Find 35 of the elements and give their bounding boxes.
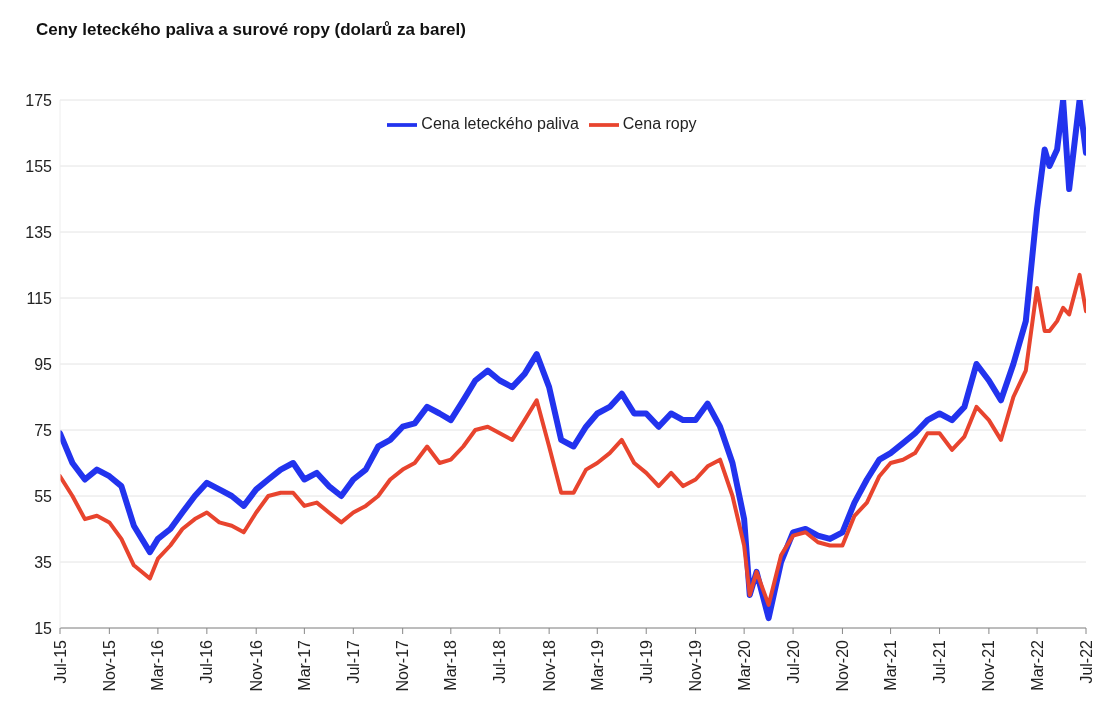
- y-tick-label: 75: [34, 421, 53, 439]
- x-tick-label: Mar-21: [882, 639, 900, 691]
- x-tick-label: Mar-22: [1028, 639, 1046, 691]
- x-tick-label: Jul-20: [784, 639, 802, 684]
- y-tick-label: 55: [34, 487, 53, 505]
- x-tick-label: Mar-17: [295, 639, 313, 691]
- x-tick-label: Nov-16: [247, 639, 265, 692]
- x-tick-label: Mar-20: [735, 639, 753, 691]
- line-series: [60, 272, 1086, 607]
- x-tick-label: Jul-21: [931, 639, 949, 684]
- x-tick-label: Mar-18: [442, 639, 460, 691]
- x-tick-label: Mar-16: [149, 639, 167, 691]
- y-tick-label: 175: [25, 91, 53, 109]
- x-tick-label: Nov-18: [540, 639, 558, 692]
- y-tick-label: 95: [34, 355, 53, 373]
- x-tick-label: Nov-17: [394, 639, 412, 692]
- x-tick-label: Jul-19: [637, 639, 655, 684]
- y-tick-label: 135: [25, 223, 53, 241]
- x-tick-label: Mar-19: [588, 639, 606, 691]
- legend-label: Cena leteckého paliva: [421, 115, 579, 133]
- x-tick-label: Jul-16: [198, 639, 216, 684]
- legend-label: Cena ropy: [622, 115, 697, 133]
- y-tick-label: 115: [26, 289, 53, 307]
- y-tick-label: 15: [34, 619, 53, 637]
- y-tick-label: 155: [25, 157, 53, 175]
- x-tick-label: Jul-17: [344, 639, 362, 684]
- y-tick-label: 35: [34, 553, 53, 571]
- x-tick-label: Jul-18: [491, 639, 509, 684]
- x-tick-label: Nov-15: [100, 639, 118, 692]
- x-tick-label: Jul-15: [51, 639, 69, 684]
- x-tick-label: Nov-21: [980, 639, 998, 692]
- x-tick-label: Jul-22: [1077, 639, 1095, 684]
- x-tick-label: Nov-19: [687, 639, 705, 692]
- chart-title: Ceny leteckého paliva a surové ropy (dolarů za barel): [35, 19, 467, 40]
- x-tick-label: Nov-20: [833, 639, 851, 692]
